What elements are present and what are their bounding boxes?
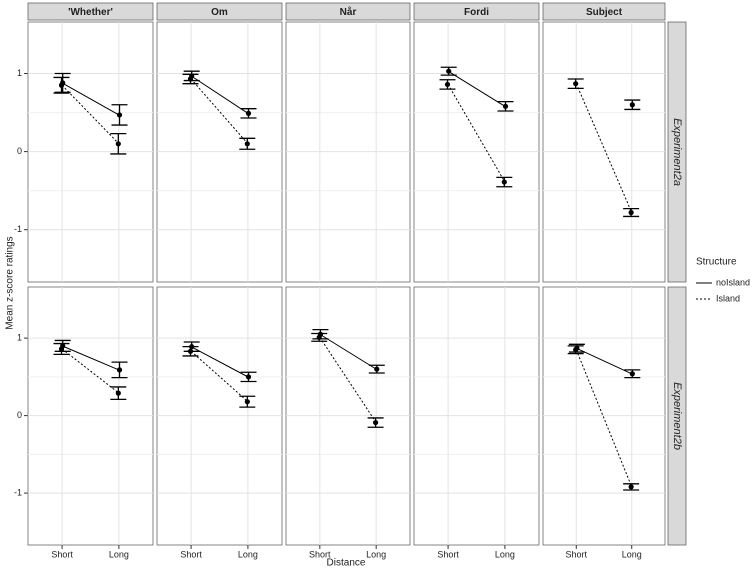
point [245, 110, 252, 116]
legend-label: Island [716, 293, 740, 303]
point [58, 346, 65, 352]
facet-strip [667, 286, 687, 546]
facet-strip [542, 2, 666, 21]
series-line [447, 70, 506, 107]
series-line [190, 350, 249, 403]
point [573, 81, 579, 87]
x-tick-label: Short [437, 549, 459, 559]
point [116, 367, 123, 373]
y-tick-label: 1 [17, 333, 22, 343]
series-line [447, 84, 506, 183]
series-line [61, 345, 120, 371]
x-tick-label: Long [238, 549, 258, 559]
point [187, 348, 194, 354]
facet-label: Experiment2b [671, 382, 683, 450]
y-tick-label: 0 [17, 146, 22, 156]
facet-label: 'Whether' [68, 7, 113, 18]
point [244, 399, 250, 405]
point [245, 374, 252, 380]
series-line [575, 83, 633, 213]
series-line [319, 333, 377, 370]
point [116, 112, 123, 118]
facet-strip [413, 2, 540, 21]
point [187, 76, 194, 82]
point [58, 82, 65, 88]
x-tick-label: Short [566, 549, 588, 559]
x-tick-label: Short [51, 549, 73, 559]
facet-label: Når [340, 6, 357, 18]
point [115, 141, 121, 147]
x-tick-label: Long [622, 549, 642, 559]
point [629, 371, 635, 377]
point [372, 419, 379, 426]
x-tick-label: Long [366, 549, 386, 559]
point [446, 68, 452, 74]
point [628, 484, 634, 490]
point [573, 347, 579, 353]
series-line [61, 84, 120, 145]
y-axis-label: Mean z-score ratings [5, 236, 16, 329]
point [444, 81, 451, 88]
facet-strip [285, 2, 411, 21]
facet-label: Experiment2a [671, 118, 683, 186]
x-tick-label: Short [309, 549, 331, 559]
facet-strip [27, 2, 154, 21]
y-tick-label: -1 [14, 487, 22, 497]
series-line [575, 349, 633, 488]
x-axis-label: Distance [327, 558, 366, 569]
point [374, 366, 380, 372]
x-tick-label: Long [109, 549, 129, 559]
y-tick-label: 0 [17, 410, 22, 420]
facet-label: Fordi [464, 7, 489, 18]
facet-strip [156, 2, 283, 21]
point [502, 103, 509, 109]
legend-title: Structure [696, 257, 737, 268]
point [244, 141, 250, 147]
series-line [190, 346, 249, 378]
facet-label: Om [211, 7, 228, 18]
series-line [190, 75, 249, 114]
series-line [576, 347, 632, 375]
point [115, 390, 121, 396]
y-tick-label: 1 [17, 68, 22, 78]
legend-label: noIsland [716, 277, 750, 287]
series-line [61, 82, 120, 116]
y-tick-label: -1 [14, 224, 22, 234]
point [628, 209, 634, 216]
point [501, 179, 507, 185]
point [316, 334, 322, 340]
series-line [319, 337, 377, 423]
point [629, 102, 635, 108]
x-tick-label: Long [495, 549, 515, 559]
x-tick-label: Short [180, 549, 202, 559]
facet-strip [667, 21, 687, 283]
facet-label: Subject [586, 7, 623, 18]
